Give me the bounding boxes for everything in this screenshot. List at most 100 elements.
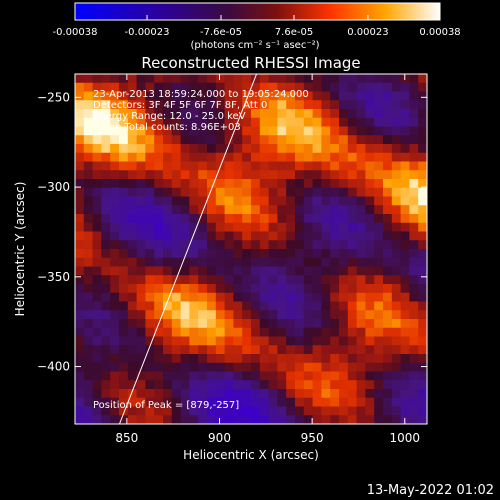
heatmap-cell	[251, 187, 261, 198]
heatmap-cell	[171, 91, 182, 101]
heatmap-cell	[277, 187, 287, 198]
heatmap-cell	[198, 310, 208, 320]
heatmap-cell	[268, 222, 278, 233]
heatmap-cell	[154, 187, 164, 198]
heatmap-cell	[127, 249, 138, 259]
heatmap-cell	[180, 117, 190, 128]
heatmap-cell	[277, 152, 287, 163]
heatmap-cell	[215, 82, 226, 93]
heatmap-cell	[92, 249, 102, 259]
heatmap-cell	[224, 222, 234, 233]
heatmap-cell	[365, 214, 375, 224]
heatmap-cell	[295, 117, 305, 128]
heatmap-cell	[418, 82, 427, 93]
heatmap-cell	[268, 275, 278, 285]
colorbar	[74, 2, 441, 21]
heatmap-cell	[127, 161, 138, 171]
heatmap-cell	[136, 214, 146, 224]
colorbar-tick-label: -0.00023	[125, 27, 170, 38]
heatmap-cell	[127, 362, 138, 373]
x-tick-label: 1000	[389, 431, 420, 445]
heatmap-cell	[171, 100, 182, 110]
heatmap-cell	[207, 275, 217, 285]
heatmap-cell	[347, 74, 358, 84]
heatmap-cell	[127, 170, 138, 180]
heatmap-cell	[356, 389, 366, 399]
heatmap-cell	[347, 100, 358, 110]
heatmap-cell	[92, 100, 102, 110]
heatmap-cell	[119, 292, 129, 303]
heatmap-cell	[251, 257, 261, 268]
heatmap-cell	[154, 144, 164, 154]
heatmap-cell	[251, 284, 261, 294]
heatmap-cell	[171, 205, 182, 215]
heatmap-cell	[101, 126, 111, 136]
heatmap-cell	[347, 266, 358, 276]
heatmap-cell	[233, 336, 243, 346]
heatmap-cell	[356, 406, 366, 416]
heatmap-cell	[154, 371, 164, 381]
heatmap-cell	[383, 275, 393, 285]
heatmap-cell	[268, 292, 278, 303]
heatmap-cell	[321, 170, 331, 180]
heatmap-cell	[383, 222, 393, 233]
heatmap-cell	[409, 187, 419, 198]
heatmap-cell	[189, 222, 199, 233]
heatmap-cell	[119, 170, 129, 180]
heatmap-cell	[365, 319, 375, 329]
heatmap-cell	[365, 266, 375, 276]
heatmap-cell	[75, 126, 85, 136]
heatmap-cell	[286, 161, 296, 171]
heatmap-cell	[83, 284, 94, 294]
heatmap-cell	[242, 231, 252, 241]
heatmap-cell	[119, 406, 129, 416]
heatmap-cell	[339, 74, 349, 84]
heatmap-cell	[163, 240, 173, 250]
heatmap-cell	[75, 214, 85, 224]
heatmap-cell	[83, 109, 94, 119]
heatmap-cell	[374, 336, 384, 346]
heatmap-cell	[286, 74, 296, 84]
heatmap-cell	[198, 196, 208, 206]
heatmap-cell	[312, 231, 322, 241]
heatmap-cell	[312, 406, 322, 416]
heatmap-cell	[391, 240, 402, 250]
heatmap-cell	[145, 179, 155, 189]
heatmap-cell	[207, 301, 217, 311]
heatmap-cell	[347, 196, 358, 206]
heatmap-cell	[330, 275, 340, 285]
heatmap-cell	[268, 319, 278, 329]
heatmap-cell	[83, 74, 94, 84]
heatmap-cell	[233, 301, 243, 311]
heatmap-cell	[101, 187, 111, 198]
heatmap-cell	[242, 214, 252, 224]
peak-position-label: Position of Peak = [879,-257]	[93, 400, 239, 411]
heatmap-cell	[356, 82, 366, 93]
heatmap-cell	[286, 354, 296, 364]
heatmap-cell	[365, 91, 375, 101]
heatmap-cell	[365, 100, 375, 110]
heatmap-cell	[303, 82, 314, 93]
heatmap-cell	[418, 222, 427, 233]
heatmap-cell	[383, 100, 393, 110]
heatmap-cell	[330, 170, 340, 180]
heatmap-cell	[127, 144, 138, 154]
heatmap-cell	[163, 109, 173, 119]
heatmap-cell	[224, 397, 234, 408]
heatmap-cell	[242, 240, 252, 250]
heatmap-cell	[365, 257, 375, 268]
heatmap-cell	[277, 196, 287, 206]
heatmap-cell	[259, 205, 270, 215]
heatmap-cell	[347, 327, 358, 338]
heatmap-cell	[303, 345, 314, 355]
heatmap-cell	[391, 397, 402, 408]
heatmap-cell	[268, 354, 278, 364]
heatmap-cell	[127, 310, 138, 320]
heatmap-cell	[119, 152, 129, 163]
heatmap-cell	[391, 249, 402, 259]
heatmap-cell	[295, 319, 305, 329]
heatmap-cell	[101, 82, 111, 93]
heatmap-cell	[136, 397, 146, 408]
colorbar-tick-label: -7.6e-05	[200, 27, 242, 38]
heatmap-cell	[75, 301, 85, 311]
